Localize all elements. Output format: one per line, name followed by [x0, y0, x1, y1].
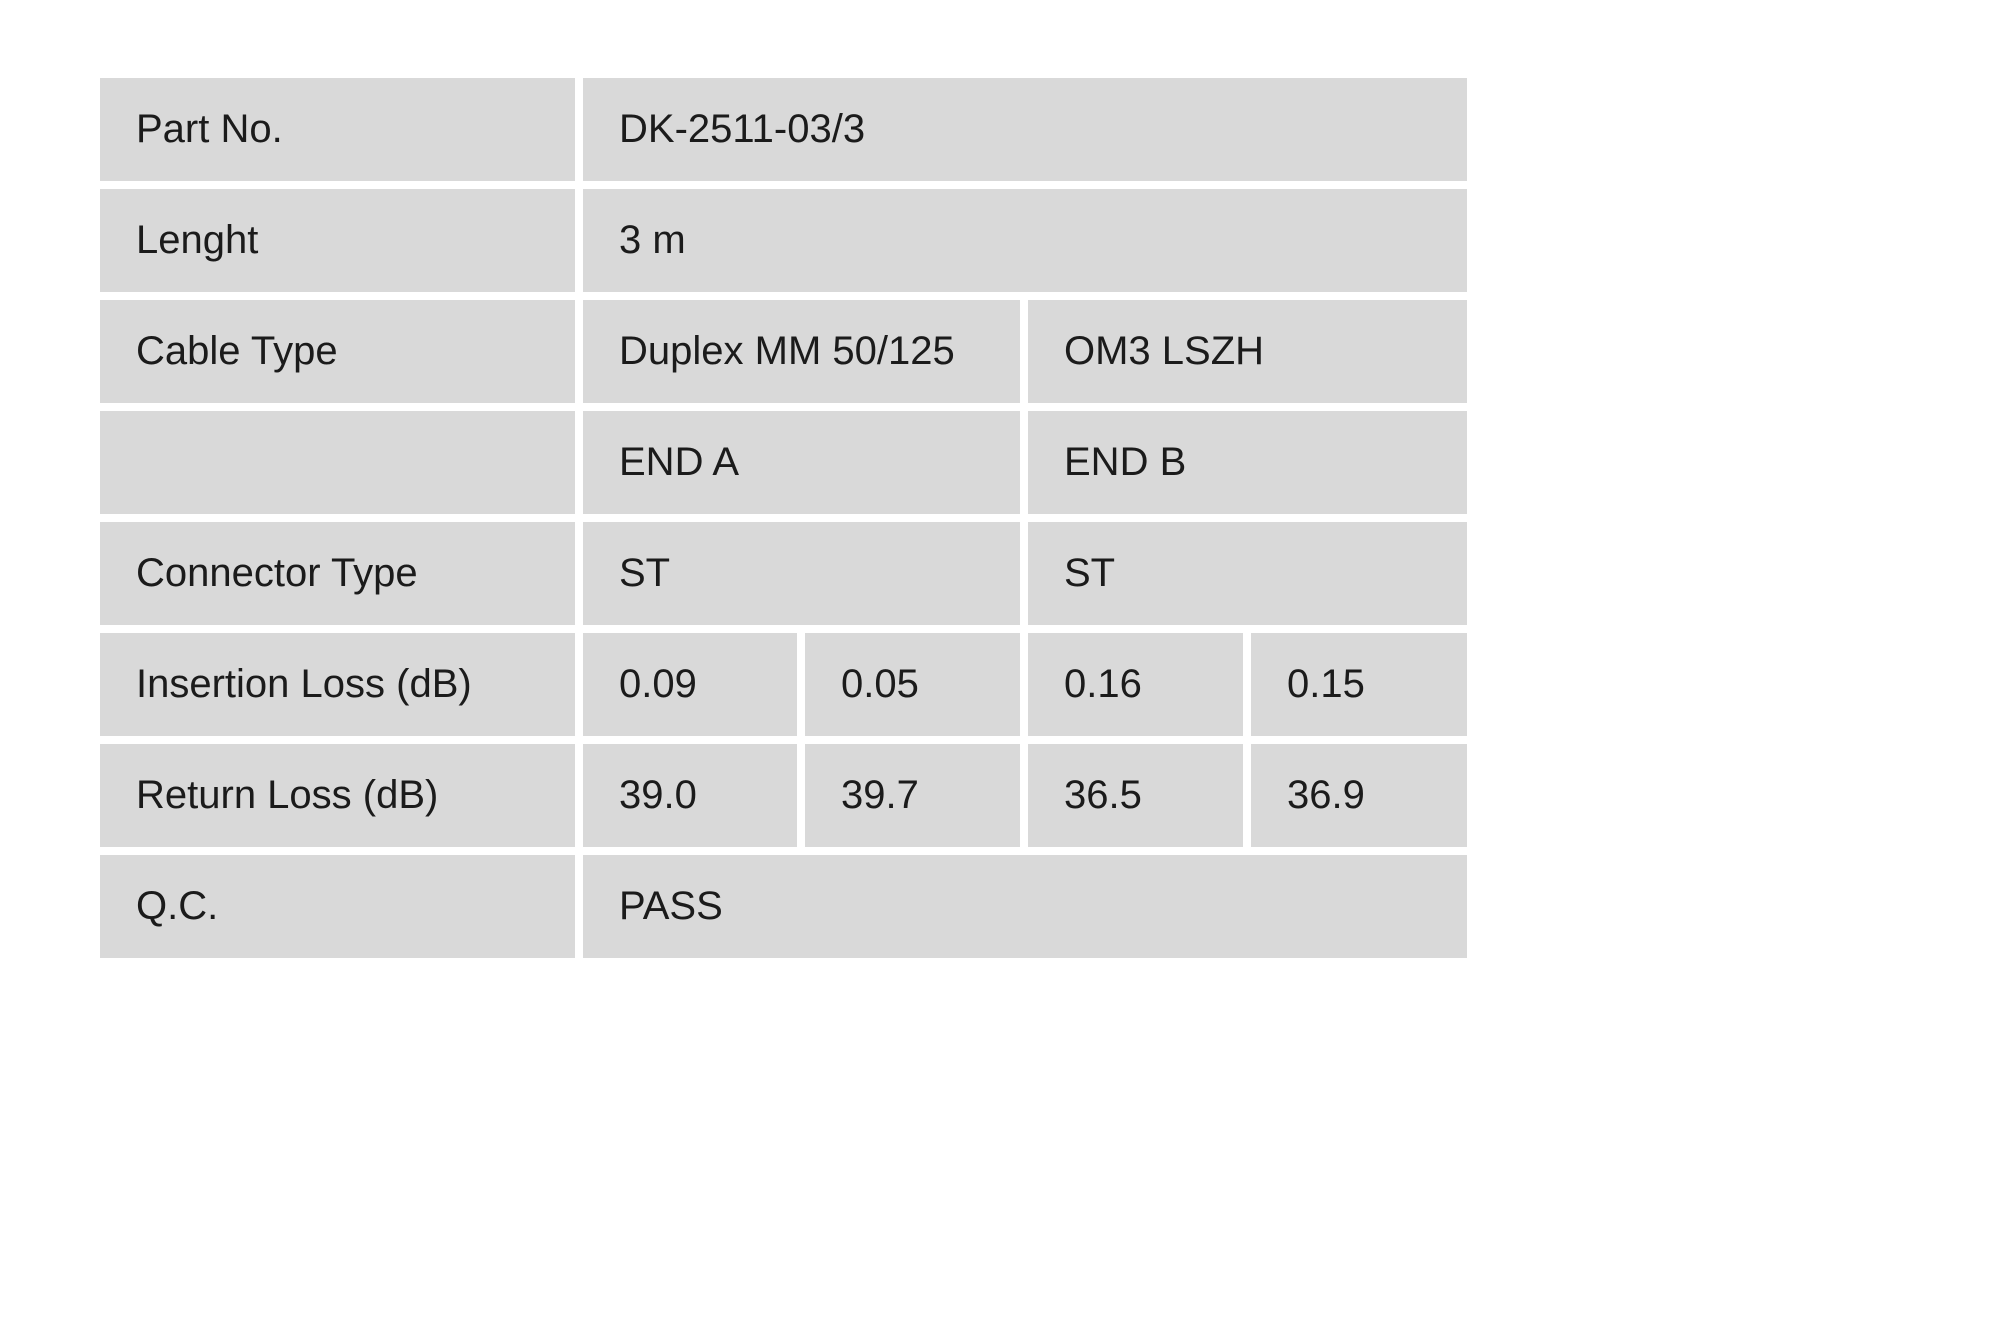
end-b-header-cell: END B	[1028, 411, 1467, 514]
return-loss-end-b-2-cell: 36.9	[1251, 744, 1467, 847]
length-label-cell: Lenght	[100, 189, 575, 292]
qc-label-cell: Q.C.	[100, 855, 575, 958]
insertion-loss-end-b-2-cell: 0.15	[1251, 633, 1467, 736]
qc-value-cell: PASS	[583, 855, 1467, 958]
part-no-label-cell: Part No.	[100, 78, 575, 181]
length-value-cell: 3 m	[583, 189, 1467, 292]
insertion-loss-end-a-2-cell: 0.05	[805, 633, 1020, 736]
cable-type-label-cell: Cable Type	[100, 300, 575, 403]
cable-type-spec-cell: Duplex MM 50/125	[583, 300, 1020, 403]
return-loss-end-a-1-cell: 39.0	[583, 744, 797, 847]
connector-type-label-cell: Connector Type	[100, 522, 575, 625]
connector-type-end-b-cell: ST	[1028, 522, 1467, 625]
insertion-loss-label-cell: Insertion Loss (dB)	[100, 633, 575, 736]
end-a-header-cell: END A	[583, 411, 1020, 514]
insertion-loss-end-a-1-cell: 0.09	[583, 633, 797, 736]
cable-test-report-table: Part No. DK-2511-03/3 Lenght 3 m Cable T…	[100, 78, 1467, 958]
return-loss-label-cell: Return Loss (dB)	[100, 744, 575, 847]
insertion-loss-end-b-1-cell: 0.16	[1028, 633, 1243, 736]
return-loss-end-b-1-cell: 36.5	[1028, 744, 1243, 847]
part-no-value-cell: DK-2511-03/3	[583, 78, 1467, 181]
return-loss-end-a-2-cell: 39.7	[805, 744, 1020, 847]
cable-type-jacket-cell: OM3 LSZH	[1028, 300, 1467, 403]
ends-header-empty-cell	[100, 411, 575, 514]
connector-type-end-a-cell: ST	[583, 522, 1020, 625]
